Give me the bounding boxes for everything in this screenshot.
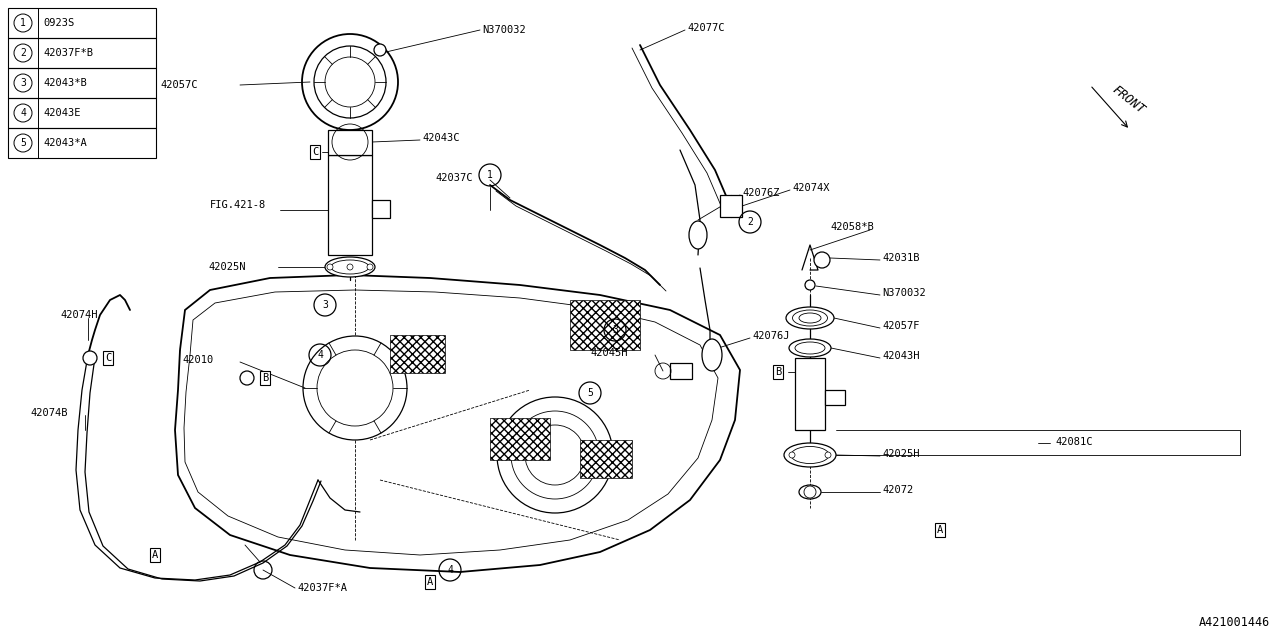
Text: A421001446: A421001446 [1199,616,1270,628]
Circle shape [826,452,831,458]
Bar [490,418,550,460]
Circle shape [374,44,387,56]
Text: 3: 3 [323,300,328,310]
Text: 42076Z: 42076Z [742,188,780,198]
Text: 5: 5 [588,388,593,398]
Circle shape [347,264,353,270]
Bar [580,440,632,478]
Circle shape [241,371,253,385]
Text: 42037F*B: 42037F*B [44,48,93,58]
Ellipse shape [788,339,831,357]
Bar [8,8,156,38]
Text: 42076J: 42076J [753,331,790,341]
Ellipse shape [325,257,375,277]
Text: FRONT: FRONT [1110,83,1148,116]
Bar [826,390,845,405]
Text: 42031B: 42031B [882,253,919,263]
Text: 42074H: 42074H [60,310,97,320]
Text: A: A [426,577,433,587]
Ellipse shape [689,221,707,249]
Bar [719,195,742,217]
Text: 4: 4 [317,350,323,360]
Text: C: C [105,353,111,363]
Text: 42025H: 42025H [882,449,919,459]
Circle shape [367,264,372,270]
Ellipse shape [783,443,836,467]
Circle shape [788,452,795,458]
Text: 42043H: 42043H [882,351,919,361]
Circle shape [326,264,333,270]
Text: 42043C: 42043C [422,133,460,143]
Bar [8,98,156,128]
Text: 42037C: 42037C [435,173,472,183]
Text: 42037F*A: 42037F*A [297,583,347,593]
Circle shape [83,351,97,365]
Text: B: B [262,373,268,383]
Bar [328,130,372,155]
Bar [372,200,390,218]
Circle shape [814,252,829,268]
Text: 42025N: 42025N [207,262,246,272]
Text: N370032: N370032 [882,288,925,298]
Circle shape [805,280,815,290]
Text: 42043E: 42043E [44,108,81,118]
Text: 42057F: 42057F [882,321,919,331]
Text: FIG.421-8: FIG.421-8 [210,200,266,210]
Text: 4: 4 [20,108,26,118]
Text: 42043*A: 42043*A [44,138,87,148]
Bar [8,68,156,98]
Bar [390,335,445,373]
Text: 1: 1 [20,18,26,28]
Text: C: C [312,147,319,157]
Text: 4: 4 [447,565,453,575]
Bar [8,128,156,158]
Text: 2: 2 [20,48,26,58]
Text: 42010: 42010 [182,355,214,365]
Text: 0923S: 0923S [44,18,74,28]
Text: 5: 5 [20,138,26,148]
Text: 42077C: 42077C [687,23,724,33]
Text: N370032: N370032 [483,25,526,35]
Bar [570,300,640,350]
Ellipse shape [799,485,820,499]
Text: 42058*B: 42058*B [829,222,874,232]
Text: 42074B: 42074B [29,408,68,418]
Text: 2: 2 [748,217,753,227]
Text: 3: 3 [20,78,26,88]
Text: 3: 3 [612,325,618,335]
Ellipse shape [786,307,835,329]
Text: 42074X: 42074X [792,183,829,193]
Bar [669,363,692,379]
Text: A: A [152,550,159,560]
Text: 42072: 42072 [882,485,913,495]
Bar [328,155,372,255]
Text: 1: 1 [488,170,493,180]
Text: 42043*B: 42043*B [44,78,87,88]
Text: 42057C: 42057C [160,80,197,90]
Ellipse shape [701,339,722,371]
Bar [8,38,156,68]
Text: B: B [774,367,781,377]
Text: 42045H: 42045H [590,348,627,358]
Text: 42081C: 42081C [1055,437,1093,447]
Bar [795,358,826,430]
Text: A: A [937,525,943,535]
